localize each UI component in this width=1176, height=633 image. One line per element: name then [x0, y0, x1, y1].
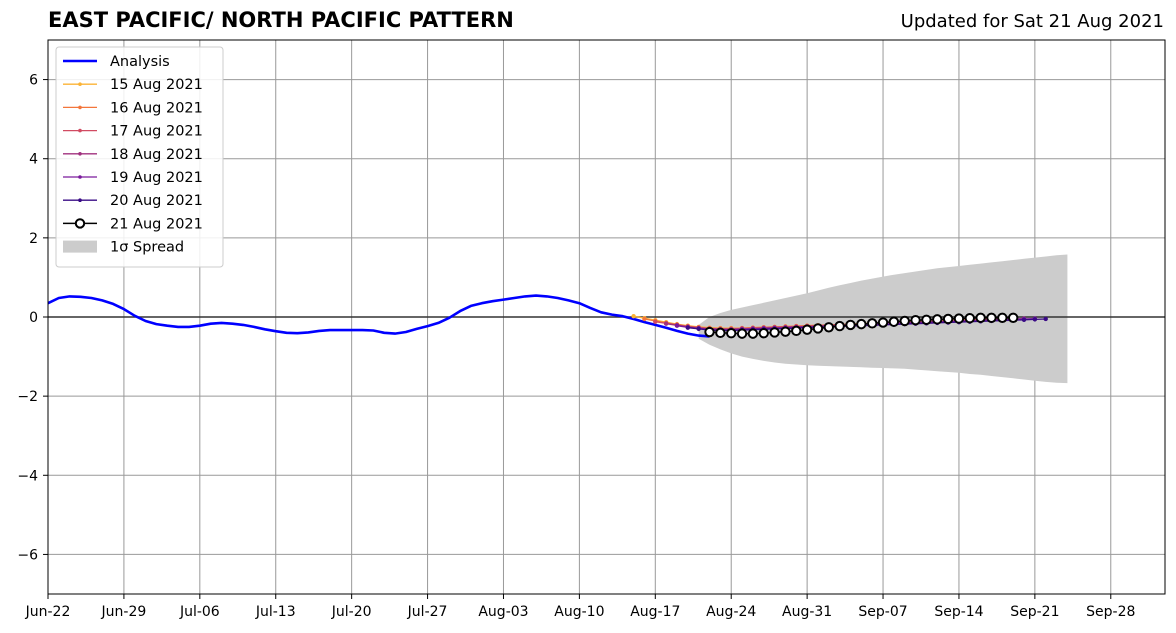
current-forecast-point — [780, 326, 791, 337]
current-forecast-point — [758, 328, 769, 339]
forecast-point — [674, 323, 680, 328]
current-forecast-point — [866, 318, 878, 329]
y-tick-label: 6 — [29, 73, 38, 89]
legend-label: 1σ Spread — [110, 240, 184, 256]
legend-label: 15 Aug 2021 — [110, 77, 203, 93]
x-tick-label: Aug-31 — [782, 604, 832, 620]
current-forecast-point — [877, 317, 889, 328]
chart-subtitle: Updated for Sat 21 Aug 2021 — [900, 11, 1164, 32]
forecast-point — [653, 319, 658, 324]
forecast-point — [663, 321, 669, 326]
current-forecast-point — [910, 314, 921, 326]
current-forecast-point — [953, 313, 965, 324]
legend-label: 21 Aug 2021 — [110, 216, 203, 232]
current-forecast-point — [899, 315, 910, 327]
legend-swatch-spread — [63, 240, 97, 253]
forecast-point — [696, 326, 701, 332]
current-forecast-point — [791, 325, 802, 337]
legend-label: 20 Aug 2021 — [110, 193, 203, 209]
current-forecast-point — [801, 324, 813, 335]
x-tick-label: Sep-07 — [858, 604, 907, 620]
current-forecast-point — [834, 320, 845, 332]
x-tick-label: Jul-13 — [255, 604, 296, 620]
current-forecast-point — [747, 328, 759, 339]
legend-label: 19 Aug 2021 — [110, 170, 203, 186]
x-tick-label: Jun-29 — [101, 604, 147, 620]
x-tick-label: Sep-28 — [1086, 604, 1135, 620]
current-forecast-point — [845, 319, 856, 331]
forecast-point — [1021, 317, 1027, 322]
chart-title: EAST PACIFIC/ NORTH PACIFIC PATTERN — [48, 8, 514, 32]
x-tick-label: Jun-22 — [25, 604, 71, 620]
current-forecast-point — [715, 327, 726, 339]
current-forecast-point — [736, 328, 748, 339]
current-forecast-point — [812, 323, 824, 334]
legend-swatch-marker — [78, 105, 82, 110]
legend-box — [55, 46, 224, 268]
x-tick-label: Aug-17 — [630, 604, 680, 620]
forecast-point — [642, 316, 647, 322]
forecast-point — [631, 314, 636, 319]
x-tick-label: Sep-14 — [934, 604, 983, 620]
current-forecast-point — [769, 327, 780, 338]
analysis-line — [47, 294, 710, 338]
x-tick-label: Aug-03 — [478, 604, 528, 620]
legend-label: 17 Aug 2021 — [110, 124, 203, 140]
legend-swatch-marker — [78, 175, 82, 179]
forecast-line — [687, 318, 1046, 332]
y-tick-label: −4 — [17, 468, 38, 484]
current-forecast-point — [726, 328, 737, 339]
legend: Analysis 15 Aug 2021 16 Aug 2021 17 Aug 202… — [55, 46, 224, 268]
x-tick-label: Jul-20 — [331, 604, 372, 620]
x-tick-label: Jul-27 — [407, 604, 448, 620]
plot-frame — [47, 39, 1166, 595]
current-forecast-point — [942, 313, 954, 325]
legend-swatch-marker — [78, 152, 82, 156]
y-tick-label: −2 — [17, 389, 38, 405]
legend-swatch-marker — [78, 82, 82, 86]
y-tick-label: 2 — [29, 231, 38, 247]
legend-swatch-marker — [74, 218, 86, 229]
legend-swatch-marker — [78, 198, 82, 202]
y-tick-label: −6 — [17, 547, 38, 563]
tick-labels: Jun-22 Jun-29 Jul-06 Jul-13 Jul-20 Jul-27 Aug-… — [17, 73, 1135, 620]
series-layer — [47, 294, 1048, 339]
current-forecast-point — [856, 318, 867, 330]
current-forecast-point — [975, 312, 986, 323]
current-forecast-point — [823, 322, 835, 333]
x-tick-label: Sep-21 — [1010, 604, 1059, 620]
y-tick-label: 0 — [29, 310, 38, 326]
x-tick-label: Aug-10 — [554, 604, 604, 620]
legend-label: 18 Aug 2021 — [110, 147, 203, 163]
forecast-point — [685, 325, 691, 330]
current-forecast-point — [921, 314, 932, 325]
current-forecast-point — [986, 312, 997, 323]
current-forecast-point — [964, 312, 975, 324]
y-tick-label: 4 — [29, 152, 38, 168]
legend-swatch-marker — [78, 128, 82, 133]
legend-label: 16 Aug 2021 — [110, 100, 203, 116]
forecast-point — [1032, 317, 1038, 322]
forecast-point — [1043, 316, 1048, 322]
current-forecast-point — [1007, 312, 1019, 323]
current-forecast-point — [704, 326, 715, 338]
x-tick-label: Jul-06 — [179, 604, 220, 620]
x-tick-label: Aug-24 — [706, 604, 756, 620]
legend-label: Analysis — [110, 54, 170, 70]
current-forecast-point — [932, 314, 943, 325]
current-forecast-point — [888, 316, 900, 327]
current-forecast-point — [997, 312, 1008, 323]
